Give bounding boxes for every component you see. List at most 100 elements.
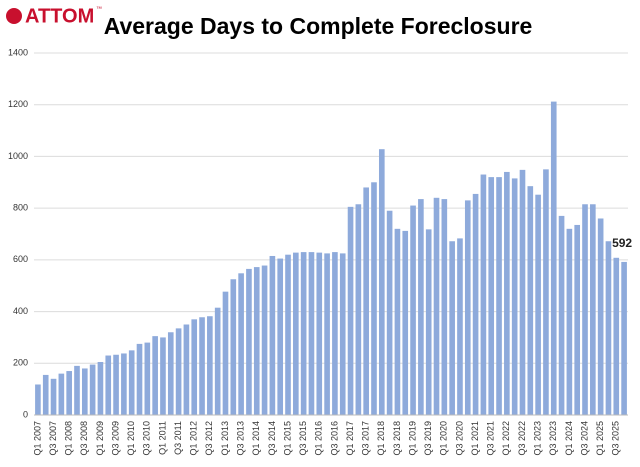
bar xyxy=(504,171,510,415)
x-tick-label: Q1 2016 xyxy=(314,421,324,456)
x-tick-label: Q3 2021 xyxy=(486,421,496,456)
bar xyxy=(191,319,198,415)
bar xyxy=(597,218,604,415)
bar xyxy=(339,253,346,415)
bar xyxy=(183,324,190,415)
bar xyxy=(449,241,455,415)
bar xyxy=(613,257,620,415)
bar xyxy=(238,273,244,415)
x-tick-label: Q1 2017 xyxy=(345,421,355,456)
x-tick-label: Q3 2007 xyxy=(48,421,58,456)
bar xyxy=(590,204,596,415)
bar xyxy=(50,378,57,415)
bar xyxy=(371,182,377,415)
y-tick-label: 200 xyxy=(13,358,28,368)
bar xyxy=(418,199,424,415)
x-tick-label: Q3 2017 xyxy=(361,421,371,456)
bar xyxy=(277,258,284,415)
bar xyxy=(457,238,463,415)
x-tick-label: Q3 2022 xyxy=(517,421,527,456)
bar xyxy=(246,268,252,415)
bar xyxy=(496,177,502,415)
x-tick-label: Q3 2013 xyxy=(235,421,245,456)
x-tick-label: Q3 2015 xyxy=(298,421,308,456)
bar xyxy=(488,177,495,415)
bar xyxy=(175,328,182,415)
x-tick-label: Q1 2022 xyxy=(501,421,511,456)
logo-mark: ™ xyxy=(96,6,102,13)
x-tick-label: Q1 2015 xyxy=(282,421,292,456)
x-tick-label: Q1 2010 xyxy=(126,421,136,456)
x-tick-label: Q3 2018 xyxy=(392,421,402,456)
bar xyxy=(464,200,471,415)
logo: ATTOM xyxy=(25,5,94,27)
bar xyxy=(519,169,526,415)
y-tick-label: 0 xyxy=(23,409,28,419)
bar xyxy=(222,291,229,415)
bar xyxy=(574,224,581,415)
x-tick-label: Q3 2024 xyxy=(579,421,589,456)
bar xyxy=(66,371,72,415)
bar xyxy=(332,252,338,415)
x-tick-label: Q3 2014 xyxy=(267,421,277,456)
bar xyxy=(42,374,49,415)
x-tick-label: Q1 2025 xyxy=(595,421,605,456)
bar xyxy=(152,336,158,415)
bar xyxy=(121,353,127,415)
bar xyxy=(128,350,135,415)
x-tick-label: Q1 2020 xyxy=(439,421,449,456)
y-tick-label: 1000 xyxy=(8,151,28,161)
bar xyxy=(97,361,104,415)
bar xyxy=(35,384,41,415)
bar xyxy=(269,255,276,415)
bar xyxy=(425,229,432,415)
bar xyxy=(535,194,541,415)
data-label: 592 xyxy=(612,236,632,250)
bar xyxy=(433,197,440,415)
x-tick-label: Q3 2010 xyxy=(142,421,152,456)
bar xyxy=(214,307,221,415)
bar xyxy=(566,228,573,415)
bar xyxy=(394,228,401,415)
y-tick-label: 600 xyxy=(13,254,28,264)
x-tick-label: Q3 2012 xyxy=(204,421,214,456)
bar xyxy=(261,265,268,415)
bar xyxy=(105,355,112,415)
logo-icon xyxy=(6,8,22,24)
x-tick-label: Q1 2021 xyxy=(470,421,480,456)
bar xyxy=(386,210,393,415)
bar xyxy=(347,206,354,415)
bar xyxy=(550,101,557,416)
y-tick-label: 1400 xyxy=(8,47,28,57)
x-tick-label: Q3 2020 xyxy=(454,421,464,456)
bar xyxy=(363,187,369,415)
bar xyxy=(300,252,307,415)
bar xyxy=(308,252,315,415)
bar xyxy=(113,354,119,415)
bar xyxy=(472,193,479,415)
bar xyxy=(58,373,65,415)
bar xyxy=(160,337,166,415)
x-tick-label: Q3 2008 xyxy=(79,421,89,456)
y-tick-label: 800 xyxy=(13,203,28,213)
x-tick-label: Q3 2016 xyxy=(329,421,339,456)
bar xyxy=(402,230,409,415)
y-tick-label: 400 xyxy=(13,306,28,316)
bar xyxy=(441,199,448,415)
x-tick-label: Q3 2011 xyxy=(173,421,183,455)
x-tick-label: Q1 2014 xyxy=(251,421,261,456)
x-tick-label: Q1 2011 xyxy=(157,421,167,455)
chart-title: Average Days to Complete Foreclosure xyxy=(104,13,533,39)
bar xyxy=(316,252,323,415)
x-tick-label: Q1 2013 xyxy=(220,421,230,456)
bar xyxy=(81,368,88,415)
x-tick-label: Q1 2007 xyxy=(32,421,42,456)
bar xyxy=(74,365,80,415)
x-tick-label: Q1 2018 xyxy=(376,421,386,456)
x-tick-label: Q3 2019 xyxy=(423,421,433,456)
bar xyxy=(253,267,260,415)
y-tick-label: 1200 xyxy=(8,99,28,109)
bar xyxy=(543,169,549,415)
bar xyxy=(355,204,362,415)
